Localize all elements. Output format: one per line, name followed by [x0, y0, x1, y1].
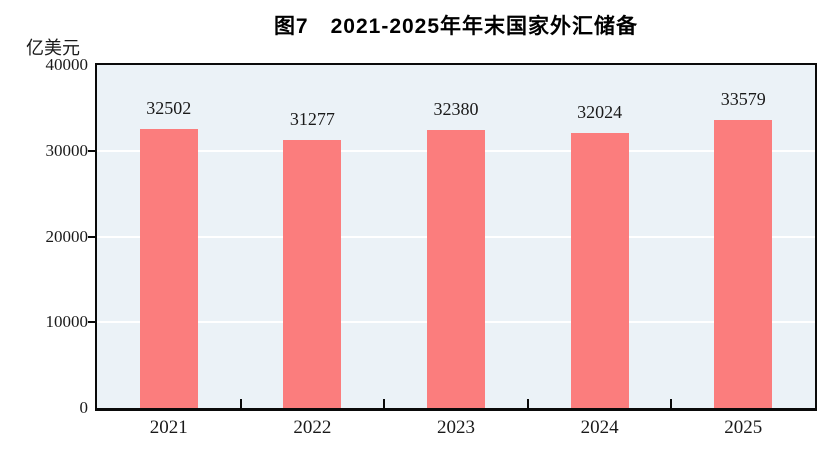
- x-axis-tick-mark: [383, 399, 386, 408]
- x-axis-tick-mark: [526, 399, 529, 408]
- y-axis-tick-label: 40000: [45, 55, 89, 74]
- y-axis-tick-label: 30000: [45, 140, 89, 160]
- x-axis-tick-mark: [239, 399, 242, 408]
- bar-value-label: 32024: [577, 102, 623, 123]
- y-axis-tick-label: 20000: [45, 226, 89, 246]
- x-axis-tick-label: 2022: [293, 417, 332, 438]
- x-axis-tick-mark: [670, 399, 673, 408]
- y-axis-unit-label: 亿美元: [26, 38, 80, 58]
- bar: [283, 139, 342, 408]
- x-axis-tick-label: 2024: [580, 417, 619, 438]
- y-axis-tick-mark: [88, 321, 95, 324]
- y-axis-tick-mark: [88, 149, 95, 152]
- plot-area: [95, 63, 817, 411]
- bar-value-label: 31277: [289, 108, 335, 129]
- bar: [427, 130, 485, 408]
- bar-value-label: 32502: [146, 98, 192, 119]
- bar: [714, 120, 773, 408]
- x-axis-tick-label: 2021: [149, 417, 188, 438]
- y-axis-tick-label: 0: [79, 398, 89, 417]
- x-axis-tick-label: 2023: [436, 417, 475, 438]
- bar-value-label: 33579: [720, 89, 766, 110]
- bar-value-label: 32380: [433, 99, 479, 120]
- y-axis-tick-mark: [88, 235, 95, 238]
- bar: [139, 129, 198, 408]
- chart-title: 图7 2021-2025年年末国家外汇储备: [273, 15, 639, 38]
- y-axis-tick-label: 10000: [45, 312, 89, 332]
- x-axis-tick-label: 2025: [724, 417, 763, 438]
- bar: [570, 133, 629, 408]
